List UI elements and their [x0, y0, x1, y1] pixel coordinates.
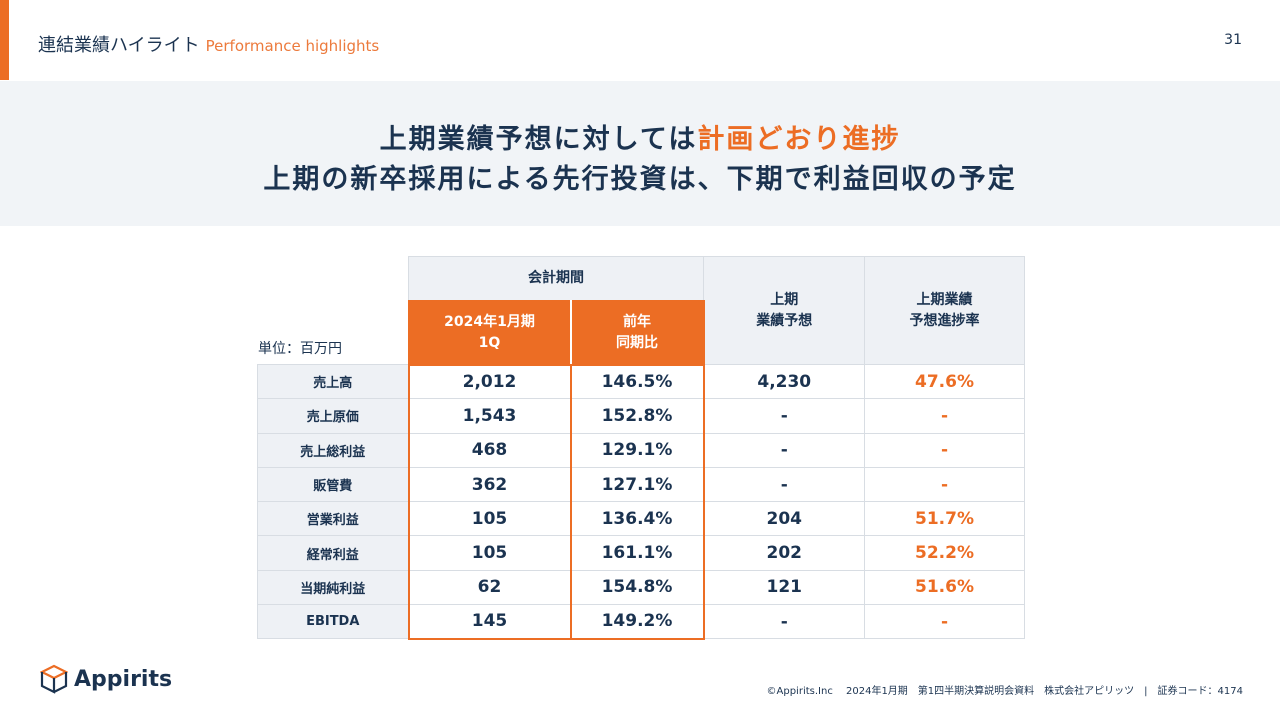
progress-value: - — [864, 398, 1025, 434]
table-row: 販管費 362 127.1% - - — [257, 466, 1025, 503]
row-label: 売上原価 — [257, 398, 409, 434]
table-row: 売上原価 1,543 152.8% - - — [257, 398, 1025, 434]
row-label: 経常利益 — [257, 535, 409, 571]
current-value: 62 — [407, 569, 572, 606]
slide-title: 連結業績ハイライト Performance highlights — [38, 31, 379, 57]
current-value: 468 — [407, 432, 572, 468]
unit-label: 単位：百万円 — [258, 341, 342, 357]
progress-value: - — [864, 604, 1025, 640]
forecast-value: 4,230 — [703, 363, 865, 400]
col-current: 2024年1月期 1Q — [407, 299, 572, 366]
current-value: 2,012 — [407, 363, 572, 400]
forecast-value: 202 — [703, 535, 865, 571]
yoy-value: 129.1% — [569, 432, 705, 468]
yoy-value: 154.8% — [569, 569, 705, 606]
table-row: 売上総利益 468 129.1% - - — [257, 432, 1025, 468]
accent-bar — [0, 0, 9, 80]
progress-value: 52.2% — [864, 535, 1025, 571]
headline-line2: 上期の新卒採用による先行投資は、下期で利益回収の予定 — [263, 164, 1017, 195]
current-value: 145 — [407, 604, 572, 640]
table-row: 売上高 2,012 146.5% 4,230 47.6% — [257, 363, 1025, 400]
headline-banner: 上期業績予想に対しては計画どおり進捗 上期の新卒採用による先行投資は、下期で利益… — [0, 81, 1280, 226]
cube-icon — [40, 664, 68, 694]
progress-value: 51.7% — [864, 501, 1025, 537]
title-en: Performance highlights — [205, 37, 380, 55]
table-row: 当期純利益 62 154.8% 121 51.6% — [257, 569, 1025, 606]
yoy-value: 146.5% — [569, 363, 705, 400]
table-row: 経常利益 105 161.1% 202 52.2% — [257, 535, 1025, 571]
col-forecast: 上期 業績予想 — [703, 256, 865, 365]
forecast-value: - — [703, 466, 865, 503]
progress-value: - — [864, 432, 1025, 468]
row-label: EBITDA — [257, 604, 409, 640]
row-label: 営業利益 — [257, 501, 409, 537]
forecast-value: 204 — [703, 501, 865, 537]
table-row: EBITDA 145 149.2% - - — [257, 604, 1025, 640]
progress-value: - — [864, 466, 1025, 503]
yoy-value: 152.8% — [569, 398, 705, 434]
yoy-value: 161.1% — [569, 535, 705, 571]
forecast-value: - — [703, 432, 865, 468]
row-label: 売上高 — [257, 363, 409, 400]
progress-value: 51.6% — [864, 569, 1025, 606]
title-ja: 連結業績ハイライト — [38, 35, 200, 56]
logo-text: Appirits — [74, 666, 173, 692]
blank-corner — [258, 257, 409, 365]
table-row: 営業利益 105 136.4% 204 51.7% — [257, 501, 1025, 537]
page-number: 31 — [1224, 32, 1242, 48]
yoy-value: 149.2% — [569, 604, 705, 640]
forecast-value: - — [703, 604, 865, 640]
forecast-value: - — [703, 398, 865, 434]
current-value: 105 — [407, 535, 572, 571]
row-label: 当期純利益 — [257, 569, 409, 606]
current-value: 1,543 — [407, 398, 572, 434]
headline-line1: 上期業績予想に対しては — [379, 124, 698, 155]
group-header: 会計期間 — [408, 256, 704, 301]
yoy-value: 136.4% — [569, 501, 705, 537]
col-progress: 上期業績 予想進捗率 — [864, 256, 1025, 365]
col-yoy: 前年 同期比 — [569, 299, 705, 366]
current-value: 362 — [407, 466, 572, 503]
performance-table: 会計期間 上期 業績予想 上期業績 予想進捗率 2024年1月期 1Q 前年 同期比 売… — [257, 256, 1025, 640]
footer: ©Appirits.Inc 2024年1月期 第1四半期決算説明会資料 株式会社… — [766, 686, 1243, 697]
headline-highlight: 計画どおり進捗 — [697, 124, 901, 155]
row-label: 売上総利益 — [257, 432, 409, 468]
appirits-logo: Appirits — [40, 664, 172, 694]
progress-value: 47.6% — [864, 363, 1025, 400]
forecast-value: 121 — [703, 569, 865, 606]
yoy-value: 127.1% — [569, 466, 705, 503]
row-label: 販管費 — [257, 466, 409, 503]
current-value: 105 — [407, 501, 572, 537]
